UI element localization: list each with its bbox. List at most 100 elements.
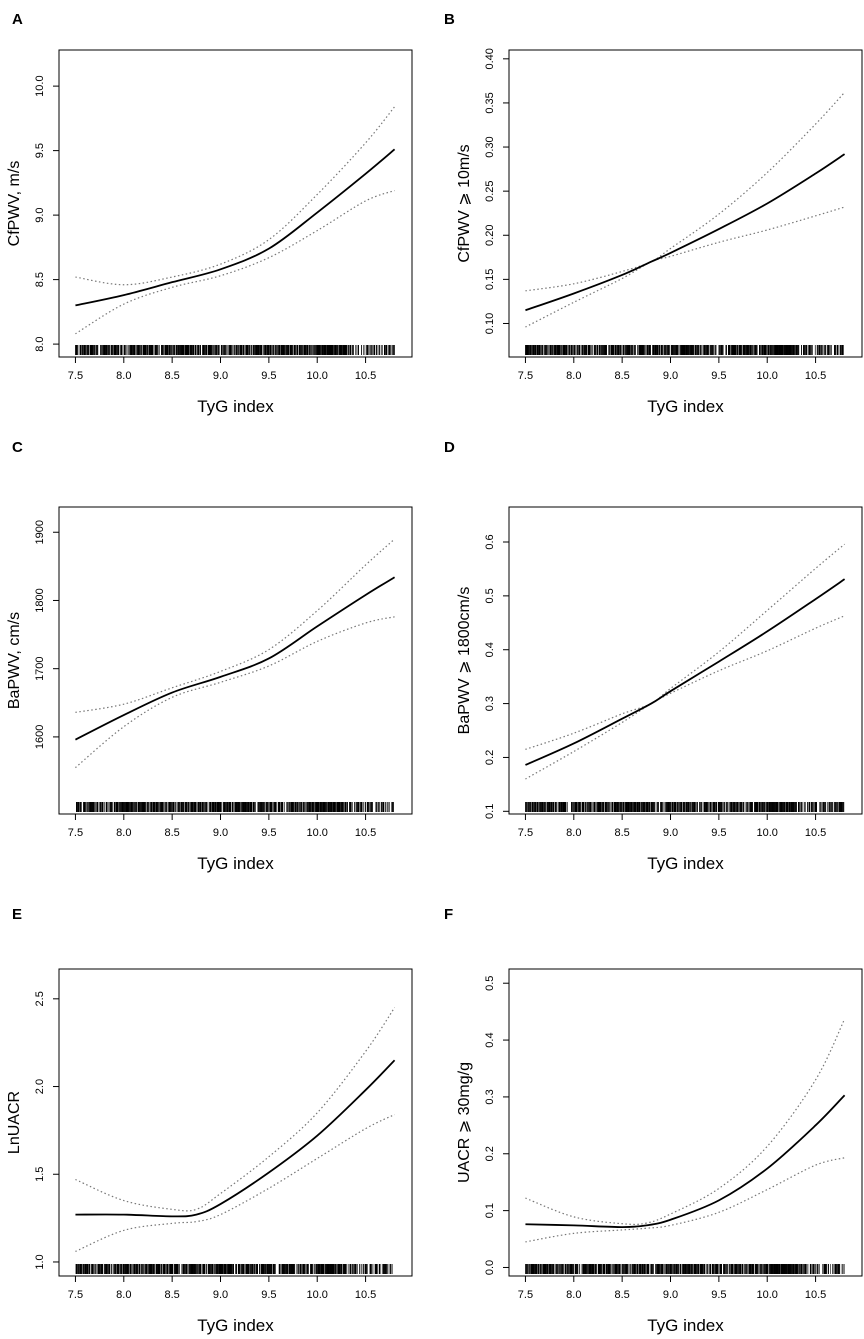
rug-marks xyxy=(75,1264,393,1274)
x-tick-label: 8.5 xyxy=(615,827,630,839)
upper-ci-line xyxy=(75,106,396,286)
y-tick-label: 2.5 xyxy=(34,991,46,1006)
x-tick-label: 7.5 xyxy=(68,370,83,382)
x-tick-label: 9.0 xyxy=(213,370,228,382)
y-axis-title: CfPWV ⩾ 10m/s xyxy=(456,144,473,262)
x-tick-label: 8.0 xyxy=(116,1289,131,1301)
x-tick-label: 10.0 xyxy=(757,827,778,839)
lower-ci-line xyxy=(525,615,845,780)
x-tick-label: 9.5 xyxy=(261,827,276,839)
rug-marks xyxy=(76,802,395,812)
x-axis-title: TyG index xyxy=(197,1316,274,1335)
y-tick-label: 0.5 xyxy=(484,588,496,603)
x-axis-title: TyG index xyxy=(197,397,274,416)
rug-marks xyxy=(525,1264,845,1274)
panel-f: F 7.5 8.0 8.5 9.0 9.5 10.0 10.5 0.0 0.1 0.2 0.3 0.4 0… xyxy=(444,906,863,1335)
x-tick-label: 7.5 xyxy=(518,827,533,839)
panel-label: D xyxy=(444,439,455,456)
x-axis-title: TyG index xyxy=(647,854,724,873)
y-tick-label: 1800 xyxy=(34,588,46,612)
x-tick-label: 10.0 xyxy=(757,370,778,382)
x-tick-label: 8.0 xyxy=(116,827,131,839)
y-tick-label: 0.20 xyxy=(484,225,496,246)
y-axis-title: BaPWV, cm/s xyxy=(6,612,23,709)
plot-frame xyxy=(508,968,863,1277)
panel-d: D 7.5 8.0 8.5 9.0 9.5 10.0 10.5 0.1 0.2 0.3 0.4 0.5 0… xyxy=(444,439,863,873)
x-tick-label: 7.5 xyxy=(68,827,83,839)
upper-ci-line xyxy=(525,543,845,750)
y-tick-label: 0.3 xyxy=(484,696,496,711)
x-axis-title: TyG index xyxy=(197,854,274,873)
x-tick-label: 8.5 xyxy=(615,370,630,382)
y-tick-label: 0.15 xyxy=(484,269,496,290)
y-tick-label: 1.0 xyxy=(34,1254,46,1269)
plot-frame xyxy=(508,49,863,358)
x-tick-label: 10.5 xyxy=(355,370,376,382)
lower-ci-line xyxy=(525,206,845,328)
rug-marks xyxy=(525,345,844,355)
y-tick-label: 1600 xyxy=(34,725,46,749)
x-tick-label: 9.0 xyxy=(213,827,228,839)
x-tick-label: 8.5 xyxy=(165,1289,180,1301)
fitted-line xyxy=(75,148,396,307)
lower-ci-line xyxy=(75,616,395,769)
x-tick-label: 9.5 xyxy=(711,370,726,382)
x-tick-label: 7.5 xyxy=(68,1289,83,1301)
fitted-line xyxy=(525,153,846,312)
y-tick-label: 0.1 xyxy=(484,1203,496,1218)
y-axis-title: LnUACR xyxy=(6,1091,23,1154)
x-tick-label: 9.5 xyxy=(261,1289,276,1301)
x-tick-label: 8.5 xyxy=(615,1289,630,1301)
panel-a: A 7.5 8.0 8.5 9.0 9.5 10.0 10.5 8.0 8.5 9.0 9.5 10.0… xyxy=(6,11,413,416)
y-tick-label: 0.10 xyxy=(484,313,496,334)
y-tick-label: 9.5 xyxy=(34,143,46,158)
x-tick-label: 10.0 xyxy=(307,1289,328,1301)
x-tick-label: 9.0 xyxy=(213,1289,228,1301)
x-tick-label: 9.5 xyxy=(711,827,726,839)
y-tick-label: 8.0 xyxy=(34,336,46,351)
x-tick-label: 9.0 xyxy=(663,1289,678,1301)
panel-e: E 7.5 8.0 8.5 9.0 9.5 10.0 10.5 1.0 1.5 2.0 2.5 TyG … xyxy=(6,906,413,1335)
y-tick-label: 0.4 xyxy=(484,1032,496,1047)
x-tick-label: 10.0 xyxy=(307,370,328,382)
x-tick-label: 9.0 xyxy=(663,370,678,382)
x-tick-label: 8.0 xyxy=(116,370,131,382)
x-tick-label: 9.0 xyxy=(663,827,678,839)
x-tick-label: 9.5 xyxy=(261,370,276,382)
x-tick-label: 9.5 xyxy=(711,1289,726,1301)
x-tick-label: 10.0 xyxy=(757,1289,778,1301)
y-tick-label: 9.0 xyxy=(34,207,46,222)
y-tick-label: 0.25 xyxy=(484,180,496,201)
fitted-line xyxy=(525,578,846,766)
x-axis-title: TyG index xyxy=(647,1316,724,1335)
rug-marks xyxy=(75,345,395,355)
plot-frame xyxy=(58,49,413,358)
y-tick-label: 8.5 xyxy=(34,272,46,287)
panel-label: E xyxy=(12,906,22,923)
y-tick-label: 1700 xyxy=(34,656,46,680)
lower-ci-line xyxy=(75,190,395,335)
y-tick-label: 0.2 xyxy=(484,1146,496,1161)
y-tick-label: 2.0 xyxy=(34,1079,46,1094)
y-tick-label: 0.5 xyxy=(484,976,496,991)
y-tick-label: 0.4 xyxy=(484,642,496,657)
x-tick-label: 10.5 xyxy=(355,827,376,839)
x-tick-label: 8.0 xyxy=(566,1289,581,1301)
y-tick-label: 0.3 xyxy=(484,1089,496,1104)
x-axis-title: TyG index xyxy=(647,397,724,416)
y-tick-label: 1900 xyxy=(34,520,46,544)
y-tick-label: 1.5 xyxy=(34,1167,46,1182)
panel-b: B 7.5 8.0 8.5 9.0 9.5 10.0 10.5 0.10 0.15 0.20 0.25… xyxy=(444,11,863,416)
y-tick-label: 0.0 xyxy=(484,1260,496,1275)
y-axis-title: BaPWV ⩾ 1800cm/s xyxy=(456,587,473,735)
plot-frame xyxy=(58,506,413,815)
y-tick-label: 0.40 xyxy=(484,48,496,69)
y-tick-label: 0.35 xyxy=(484,92,496,113)
plot-frame xyxy=(508,506,863,815)
y-axis-title: CfPWV, m/s xyxy=(6,161,23,247)
y-tick-label: 0.6 xyxy=(484,534,496,549)
rug-marks xyxy=(525,802,845,812)
y-tick-label: 0.1 xyxy=(484,804,496,819)
x-tick-label: 8.5 xyxy=(165,827,180,839)
